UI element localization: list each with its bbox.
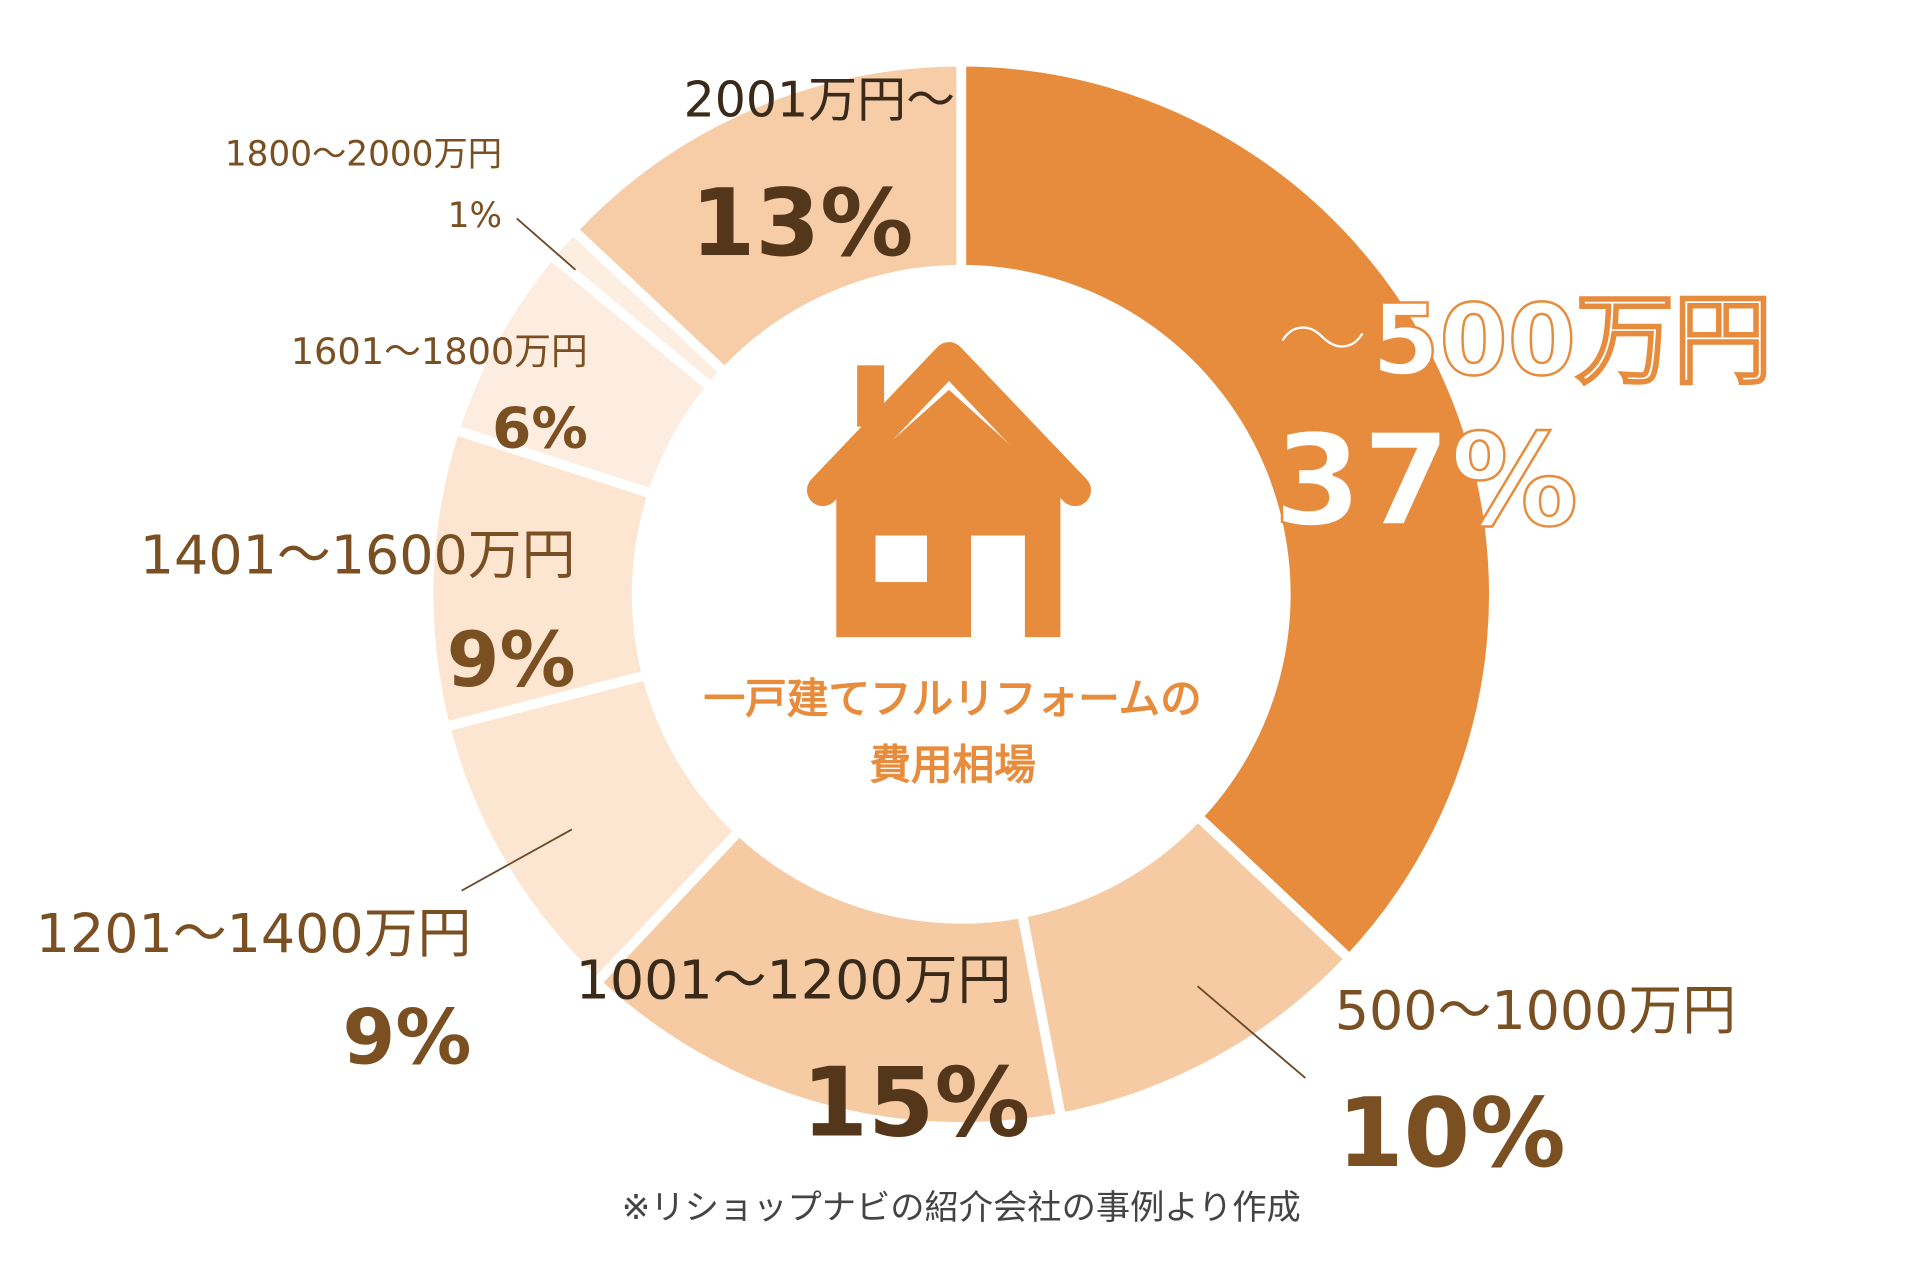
label-5: 1601〜1800万円	[291, 330, 588, 373]
slice-2	[589, 823, 1067, 1132]
label-1: 500〜1000万円	[1335, 979, 1736, 1042]
house-icon	[806, 342, 1092, 640]
value-7: 13%	[691, 169, 914, 277]
value-6: 1%	[448, 196, 502, 236]
center-title-line1: 一戸建てフルリフォームの	[704, 674, 1202, 723]
leader-line-500	[1196, 985, 1306, 1079]
label-3: 1201〜1400万円	[36, 902, 472, 965]
label-0: 〜500万円	[1273, 284, 1771, 398]
center-title-line2: 費用相場	[869, 740, 1036, 789]
value-5: 6%	[492, 396, 588, 461]
label-6: 1800〜2000万円	[225, 135, 502, 175]
label-4: 1401〜1600万円	[140, 523, 576, 586]
value-0: 37%	[1273, 408, 1578, 556]
leader-line-1201	[461, 828, 573, 892]
footnote: ※リショップナビの紹介会社の事例より作成	[622, 1188, 1301, 1228]
value-3: 9%	[343, 993, 472, 1081]
label-2: 1001〜1200万円	[576, 948, 1012, 1011]
label-7: 2001万円〜	[684, 72, 956, 129]
slice-7	[566, 56, 967, 380]
value-2: 15%	[802, 1047, 1031, 1159]
value-4: 9%	[447, 616, 576, 704]
slices	[423, 56, 1499, 1132]
value-1: 10%	[1337, 1077, 1566, 1189]
leader-line-1800	[516, 217, 577, 271]
slice-0	[956, 56, 1499, 966]
